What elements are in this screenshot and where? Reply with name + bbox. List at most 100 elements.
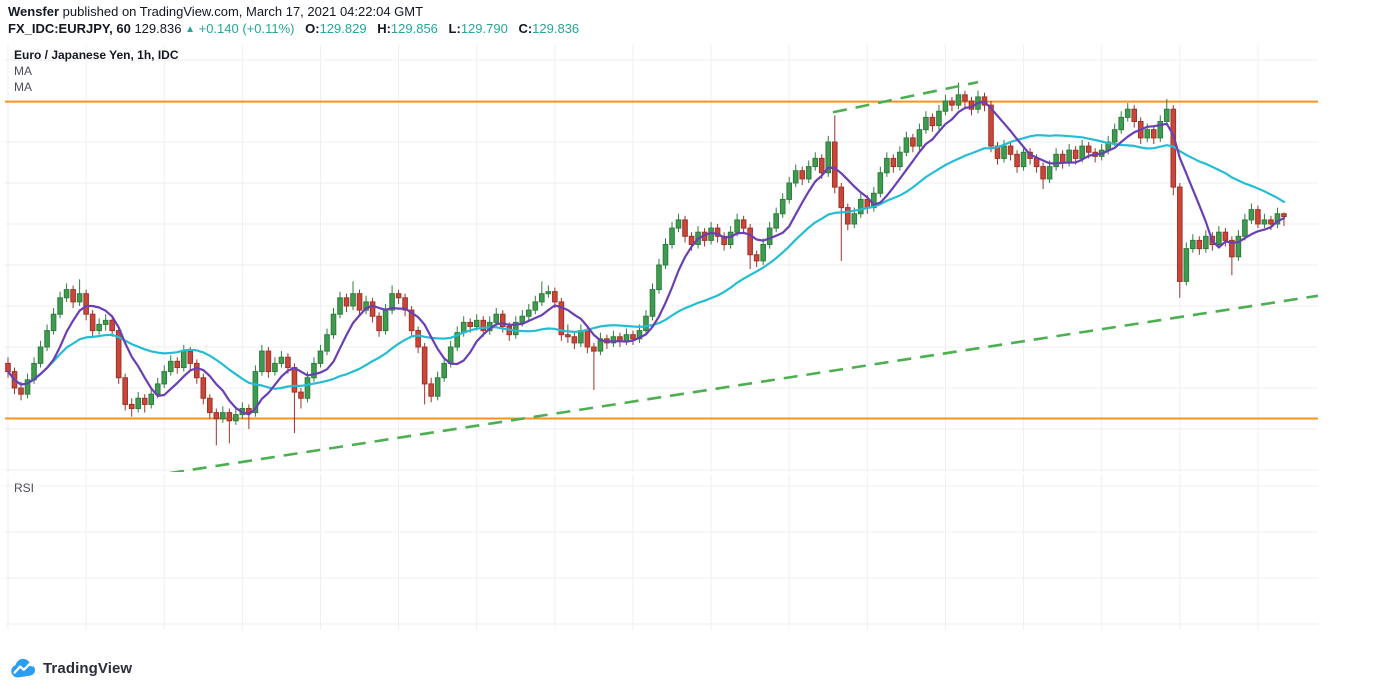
candle-body [844,207,851,225]
candle-body [552,291,558,303]
candle-body [812,157,819,168]
candle-body [382,309,389,332]
candle-body [447,346,454,364]
candle-body [688,235,695,246]
candle-body [877,172,884,194]
candle-body [571,336,578,344]
candle-body [1001,145,1007,159]
price-trendline[interactable] [169,294,1318,473]
candle-body [330,313,337,336]
ma-slow-line [6,134,1286,390]
candle-body [174,360,181,369]
symbol-status-row: FX_IDC:EURJPY, 60 129.836 ▲ +0.140 (+0.1… [8,21,579,37]
candle-body [923,116,929,131]
candle-body [135,397,141,409]
candle-body [96,323,102,332]
candle-body [936,110,942,127]
candle-body [1118,116,1125,131]
candle-body [161,371,168,385]
candle-body [565,334,571,338]
candle-body [363,301,369,311]
candle-body [1229,239,1235,258]
candle-body [519,315,526,323]
candle-body [766,227,773,246]
candle-body [1203,235,1209,250]
candle-body [910,137,916,147]
tradingview-logo-icon [11,658,36,678]
candle-body [1216,231,1222,245]
candle-body [1157,121,1164,139]
candle-body [1281,213,1287,218]
candle-body [929,116,936,127]
byline-text: published on TradingView.com, March 17, … [59,4,424,19]
candle-body [154,383,161,395]
candle-body [102,319,109,325]
candles-layer [5,82,1287,446]
ma-indicator-label-2[interactable]: MA [14,80,32,94]
candle-body [656,264,662,291]
candle-body [1059,153,1066,164]
candle-body [389,293,395,311]
candle-body [1053,153,1059,168]
candle-body [421,346,428,385]
candle-body [1261,219,1268,225]
candle-body [903,137,910,153]
candle-body [675,219,682,229]
close-value: 129.836 [532,21,580,36]
candle-body [408,309,415,332]
author-name: Wensfer [8,4,60,19]
candle-body [1150,129,1157,139]
candle-body [623,334,630,342]
candle-body [265,350,272,373]
high-value: 129.856 [390,21,438,36]
candle-body [630,334,636,340]
candle-body [213,412,220,420]
candle-body [200,377,207,399]
candle-body [285,356,291,368]
candle-body [669,227,675,246]
candle-body [356,293,363,311]
candle-body [753,254,760,262]
candle-body [818,157,825,174]
candle-body [1007,145,1014,155]
candle-body [779,198,786,215]
candle-body [512,321,519,336]
candle-body [1040,166,1046,180]
candle-body [714,227,721,237]
candle-body [1072,149,1079,159]
candle-body [526,309,532,317]
tradingview-attribution: TradingView [10,658,132,679]
candle-body [727,231,734,245]
candle-body [193,362,200,379]
candle-body [1235,235,1242,258]
candle-body [890,157,897,168]
candle-body [369,301,376,317]
candle-body [76,293,83,303]
candle-body [1131,108,1138,122]
candle-body [337,297,343,315]
candle-body [884,157,890,174]
candle-body [233,414,239,422]
candle-body [1190,239,1196,250]
candle-body [148,393,155,405]
candle-body [838,186,845,209]
main-price-panel[interactable] [5,80,1318,473]
candle-body [18,387,24,395]
candle-body [851,213,858,225]
candle-body [115,330,122,379]
candle-body [584,330,591,348]
gridlines [5,45,1318,630]
rsi-indicator-label[interactable]: RSI [14,481,35,495]
candle-body [63,289,70,299]
price-trendline[interactable] [832,80,979,114]
candle-body [141,397,148,405]
close-label: C: [518,21,533,36]
ma-indicator-label-1[interactable]: MA [14,64,32,78]
ma-fast-line [6,100,1286,416]
tradingview-brand-text: TradingView [43,660,133,677]
candle-body [897,151,903,168]
candle-body [220,412,226,420]
candle-body [591,346,597,352]
candle-body [428,383,434,397]
